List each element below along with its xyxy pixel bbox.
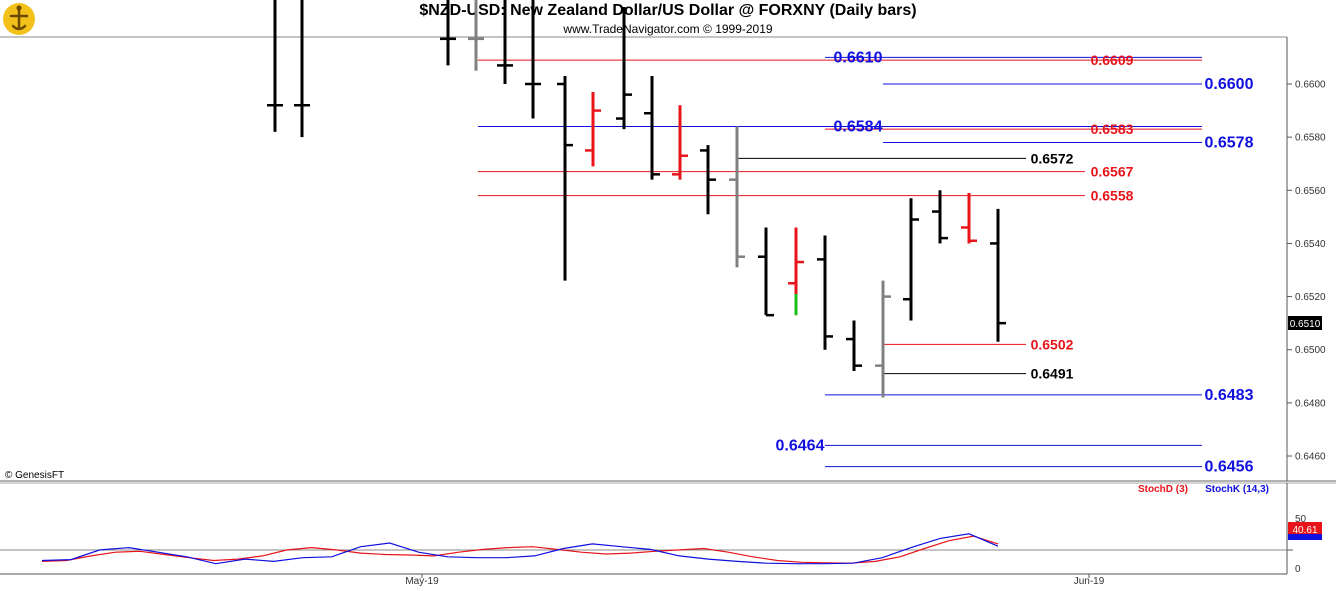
ohlc-bar xyxy=(875,280,891,398)
stochastic-lines xyxy=(41,533,999,565)
x-label-may: May-19 xyxy=(405,576,439,587)
level-label: 0.6483 xyxy=(1205,387,1254,404)
ohlc-bar xyxy=(700,145,716,215)
price-y-axis: 0.6600 0.6580 0.6560 0.6540 0.6520 0.6500 0.64… xyxy=(1287,80,1326,463)
level-label: 0.6583 xyxy=(1091,121,1134,137)
ohlc-bar xyxy=(961,192,977,244)
y-tick-label: 0.6600 xyxy=(1295,80,1326,91)
x-label-jun: Jun-19 xyxy=(1074,576,1105,587)
stochastic-panel-frame xyxy=(0,483,1293,575)
ohlc-bar xyxy=(585,91,601,167)
level-label: 0.6567 xyxy=(1091,164,1134,180)
y-tick-label: 0.6560 xyxy=(1295,186,1326,197)
ohlc-bar xyxy=(758,227,774,317)
y-tick-label: 0.6580 xyxy=(1295,133,1326,144)
y-tick-label: 0.6520 xyxy=(1295,292,1326,303)
stochk-legend: StochK (14,3) xyxy=(1205,484,1269,495)
price-panel-frame xyxy=(0,36,1336,484)
stoch-tick-0: 0 xyxy=(1295,564,1301,575)
last-price-label: 0.6510 xyxy=(1290,319,1321,330)
stochd-legend: StochD (3) xyxy=(1138,484,1188,495)
ohlc-bar xyxy=(729,126,745,268)
price-levels: 0.6609 0.6610 0.6600 0.6584 0.6583 0.6578 0.65… xyxy=(478,49,1254,476)
ohlc-bar xyxy=(525,0,541,119)
trade-navigator-logo-icon xyxy=(3,3,35,35)
chart-title: $NZD-USD: New Zealand Dollar/US Dollar @… xyxy=(419,2,917,19)
y-tick-label: 0.6540 xyxy=(1295,239,1326,250)
ohlc-bar xyxy=(497,0,513,84)
y-tick-label: 0.6460 xyxy=(1295,452,1326,463)
y-tick-label: 0.6480 xyxy=(1295,398,1326,409)
level-label: 0.6600 xyxy=(1205,76,1254,93)
ohlc-bar xyxy=(903,198,919,321)
level-label: 0.6584 xyxy=(834,119,883,136)
level-label: 0.6491 xyxy=(1031,366,1074,382)
level-label: 0.6572 xyxy=(1031,150,1074,166)
ohlc-bar xyxy=(672,105,688,180)
last-price-marker: 0.6510 xyxy=(1288,316,1322,330)
level-label: 0.6456 xyxy=(1205,459,1254,476)
genesis-copyright: © GenesisFT xyxy=(5,470,64,481)
ohlc-bar xyxy=(468,0,484,71)
level-label: 0.6502 xyxy=(1031,336,1074,352)
y-tick-label: 0.6500 xyxy=(1295,345,1326,356)
level-label: 0.6610 xyxy=(834,49,883,66)
level-label: 0.6558 xyxy=(1091,188,1134,204)
ohlc-bar xyxy=(990,208,1006,342)
ohlc-bar xyxy=(267,0,283,132)
ohlc-bar xyxy=(846,320,862,371)
level-label: 0.6578 xyxy=(1205,134,1254,151)
ohlc-bar xyxy=(616,6,632,130)
level-label: 0.6609 xyxy=(1091,52,1134,68)
ohlc-bar xyxy=(932,190,948,244)
stoch-tick-50: 50 xyxy=(1295,514,1307,525)
ohlc-bars xyxy=(267,0,1006,398)
stochastic-line xyxy=(41,533,999,565)
ohlc-bar xyxy=(644,76,660,180)
ohlc-bar xyxy=(817,235,833,350)
level-label: 0.6464 xyxy=(776,437,825,454)
ohlc-bar xyxy=(294,0,310,138)
ohlc-bar xyxy=(440,0,456,66)
stoch-last-label: 40.61 xyxy=(1292,525,1317,536)
stoch-last-value: 40.61 xyxy=(1288,522,1322,540)
chart-subtitle: www.TradeNavigator.com © 1999-2019 xyxy=(563,22,773,36)
ohlc-bar xyxy=(557,76,573,281)
